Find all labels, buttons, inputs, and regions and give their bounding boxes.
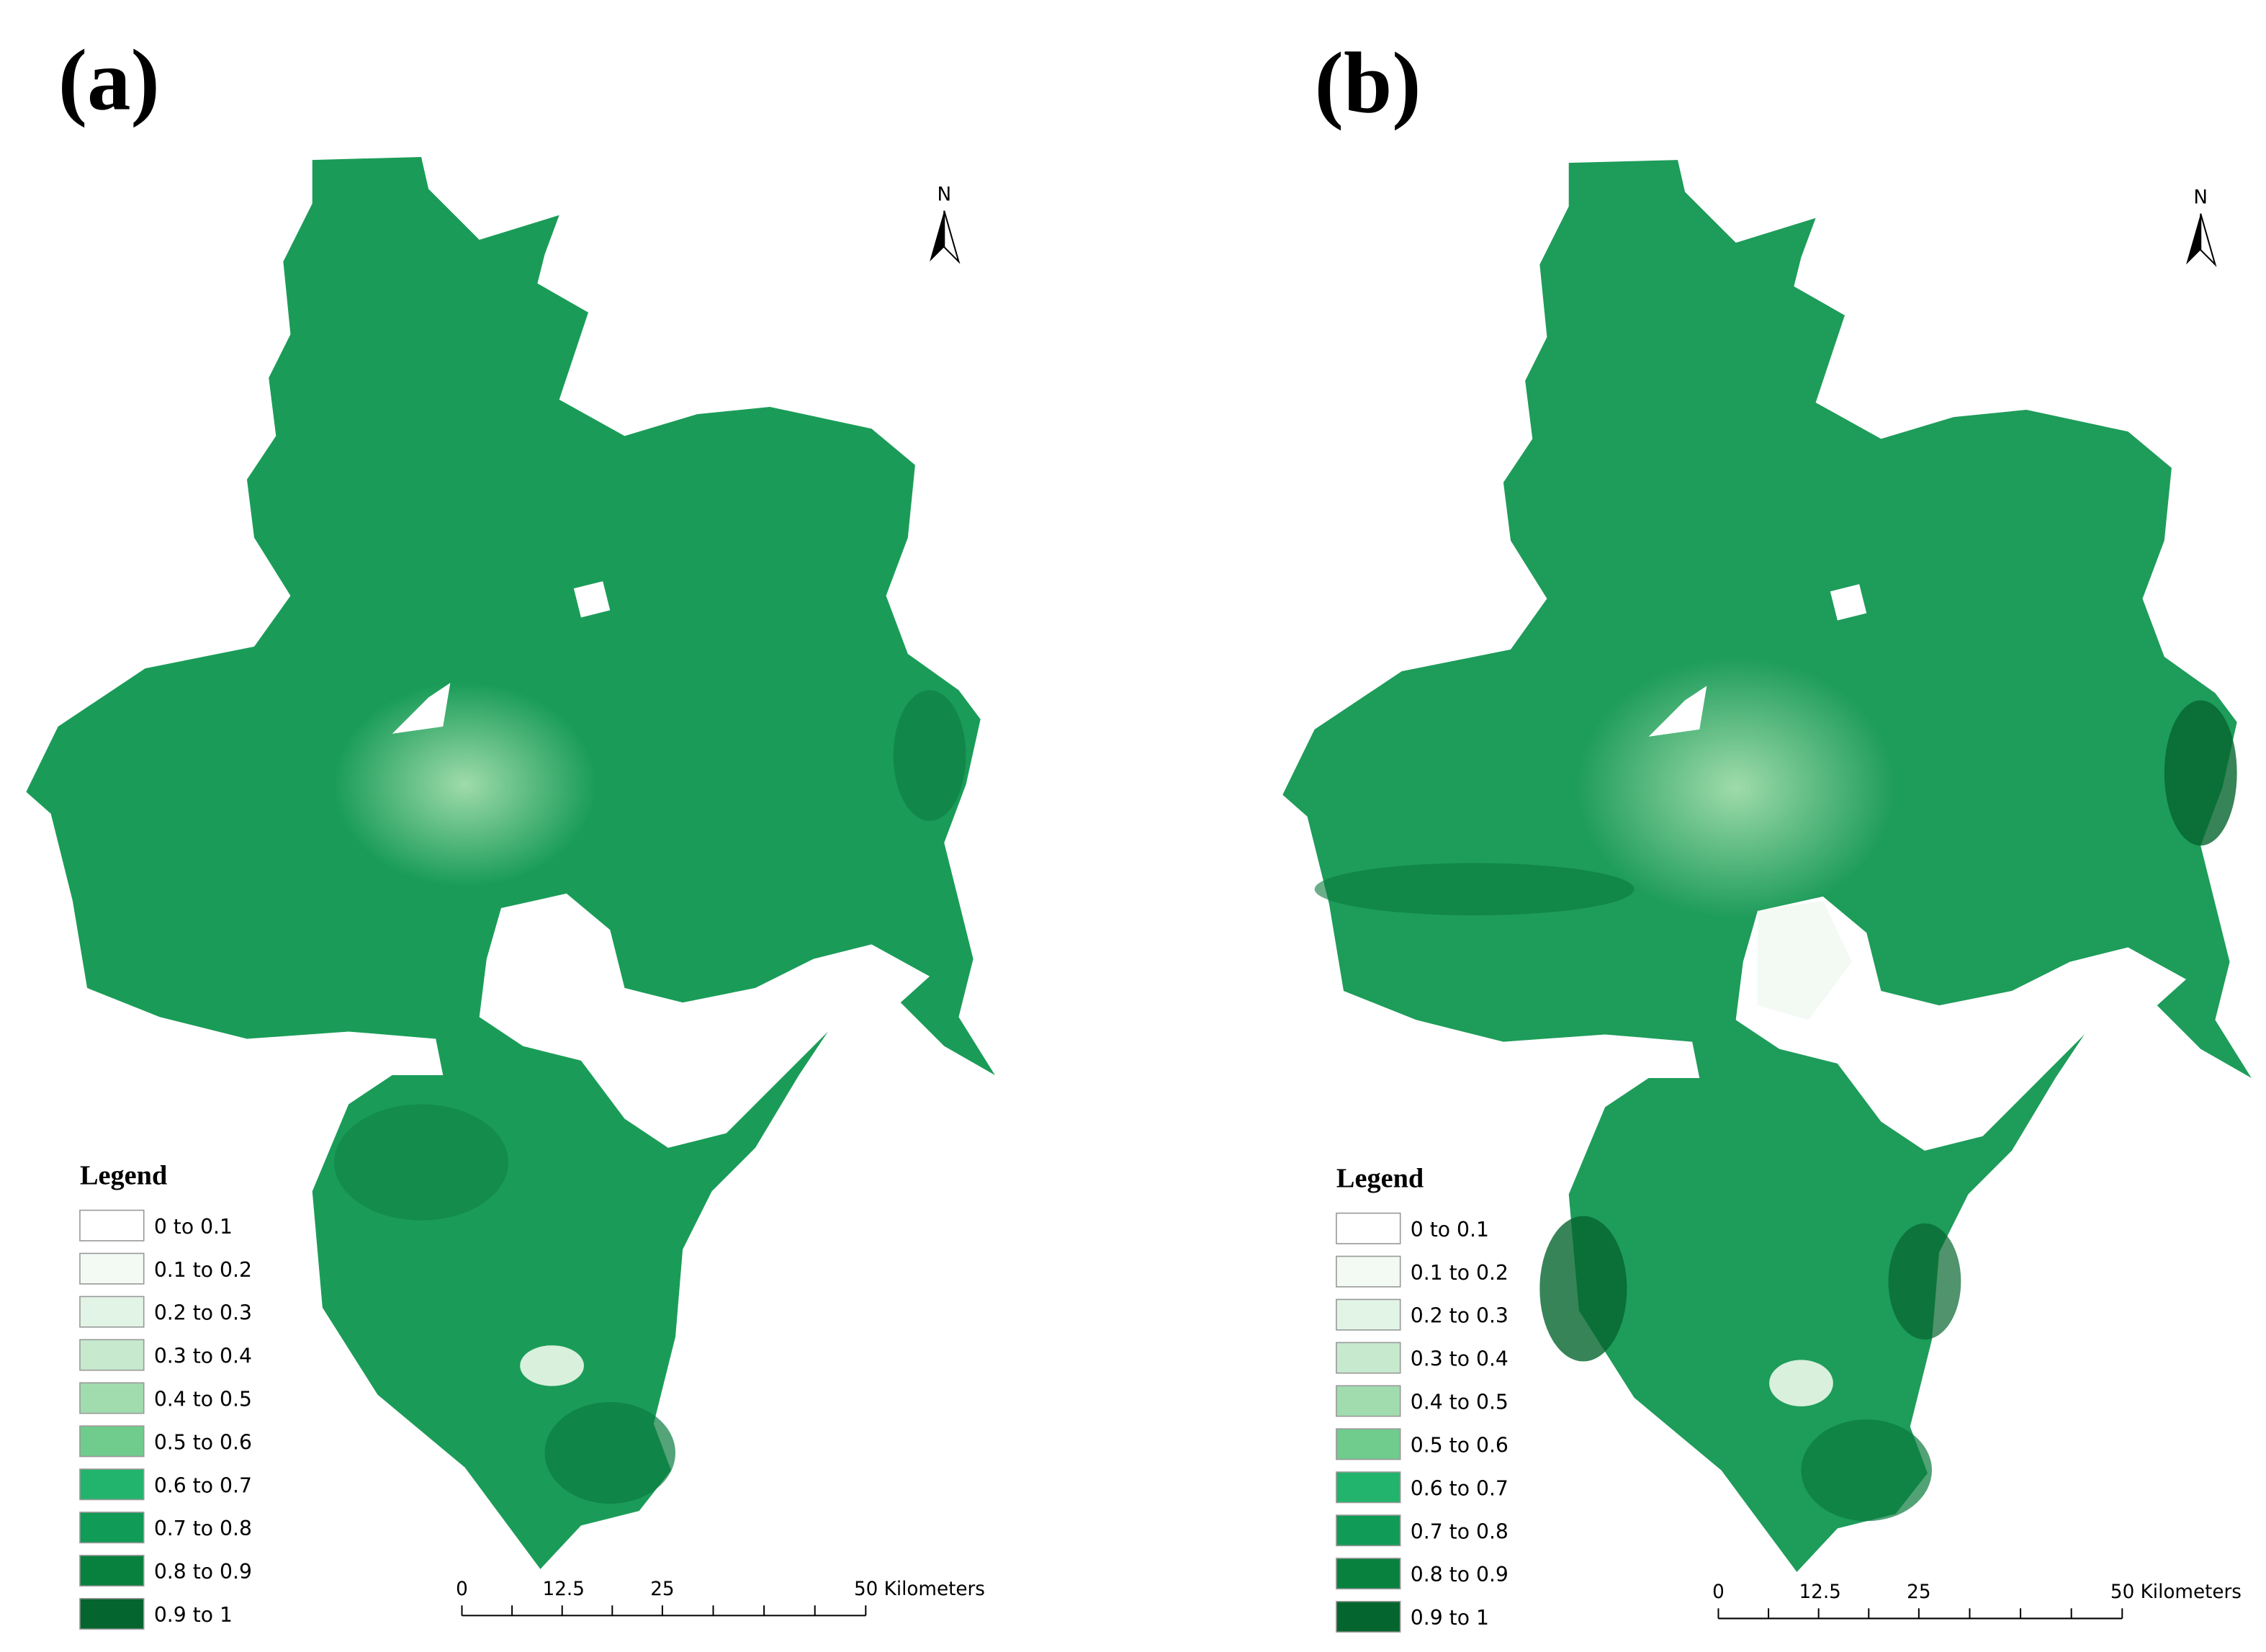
legend-title: Legend <box>1336 1163 1424 1193</box>
lake-shallow <box>1757 900 1853 1020</box>
legend-label: 0 to 0.1 <box>154 1215 233 1239</box>
dark-patch <box>2164 700 2237 846</box>
legend-swatch <box>1336 1471 1401 1504</box>
legend-swatch <box>1336 1385 1401 1417</box>
legend-swatch <box>1336 1514 1401 1547</box>
reservoir <box>1648 584 1867 737</box>
urban-area <box>1575 656 1896 919</box>
legend-swatch <box>1336 1255 1401 1288</box>
legend-label: 0.6 to 0.7 <box>154 1473 252 1497</box>
legend-swatch <box>1336 1342 1401 1374</box>
dark-patch <box>1888 1223 1961 1340</box>
legend-label: 0.8 to 0.9 <box>154 1560 252 1584</box>
legend-swatch <box>79 1468 145 1501</box>
dark-patch <box>544 1401 676 1504</box>
legend-swatch <box>1336 1428 1401 1460</box>
panel-label: (a) <box>58 32 160 128</box>
scale-label: 25 <box>650 1579 674 1600</box>
legend-title: Legend <box>80 1160 167 1190</box>
scale-label: 50 Kilometers <box>2110 1581 2242 1603</box>
scale-label: 0 <box>456 1579 468 1600</box>
legend-label: 0.7 to 0.8 <box>1411 1519 1509 1543</box>
scale-label: 12.5 <box>1799 1581 1840 1603</box>
legend-label: 0.3 to 0.4 <box>1411 1347 1509 1371</box>
map-panel: (b) N Legend 0 to 0.1 0.1 to 0.2 0.2 to 0.3 0.… <box>1282 35 2252 1633</box>
legend-label: 0 to 0.1 <box>1411 1218 1489 1242</box>
legend-label: 0.5 to 0.6 <box>154 1430 252 1454</box>
legend-label: 0.5 to 0.6 <box>1411 1433 1509 1457</box>
north-arrow <box>930 210 945 262</box>
legend-swatch <box>79 1555 145 1587</box>
scale-label: 50 Kilometers <box>854 1579 985 1600</box>
legend-swatch <box>1336 1212 1401 1244</box>
legend-label: 0.8 to 0.9 <box>1411 1563 1509 1586</box>
legend-label: 0.4 to 0.5 <box>154 1388 252 1411</box>
dark-patch <box>1801 1419 1933 1522</box>
north-arrow <box>943 210 961 264</box>
dark-patch <box>1539 1216 1627 1362</box>
light-patch <box>520 1345 584 1386</box>
legend-label: 0.2 to 0.3 <box>154 1301 252 1325</box>
legend-swatch <box>79 1296 145 1328</box>
north-arrow <box>2186 213 2201 265</box>
legend-label: 0.9 to 1 <box>1411 1606 1489 1630</box>
legend-label: 0.1 to 0.2 <box>154 1258 252 1282</box>
reservoir <box>392 581 611 734</box>
legend-label: 0.4 to 0.5 <box>1411 1391 1509 1414</box>
north-label: N <box>937 184 951 206</box>
urban-area <box>333 683 596 886</box>
legend-swatch <box>79 1209 145 1242</box>
north-label: N <box>2193 187 2208 209</box>
legend-swatch <box>79 1252 145 1285</box>
legend-swatch <box>79 1382 145 1414</box>
legend-label: 0.6 to 0.7 <box>1411 1476 1509 1500</box>
legend-label: 0.1 to 0.2 <box>1411 1261 1509 1285</box>
scale-label: 12.5 <box>543 1579 585 1600</box>
legend-swatch <box>79 1425 145 1458</box>
legend-label: 0.7 to 0.8 <box>154 1517 252 1540</box>
legend-label: 0.2 to 0.3 <box>1411 1304 1509 1328</box>
legend-swatch <box>79 1597 145 1630</box>
scale-label: 25 <box>1907 1581 1930 1603</box>
legend-swatch <box>79 1339 145 1371</box>
legend-swatch <box>1336 1298 1401 1331</box>
scale-label: 0 <box>1712 1581 1725 1603</box>
legend-swatch <box>1336 1601 1401 1633</box>
light-patch <box>1769 1360 1833 1406</box>
legend-label: 0.9 to 1 <box>154 1603 233 1627</box>
north-arrow <box>2200 213 2217 267</box>
dark-patch <box>893 690 966 821</box>
panel-label: (b) <box>1315 35 1421 131</box>
map-panel: (a) N Legend 0 to 0.1 0.1 to 0.2 0.2 to 0.3 0.… <box>26 32 995 1630</box>
legend-swatch <box>79 1512 145 1544</box>
dark-patch <box>333 1104 509 1221</box>
dark-patch <box>1314 863 1635 916</box>
legend-swatch <box>1336 1558 1401 1590</box>
legend-label: 0.3 to 0.4 <box>154 1345 252 1368</box>
